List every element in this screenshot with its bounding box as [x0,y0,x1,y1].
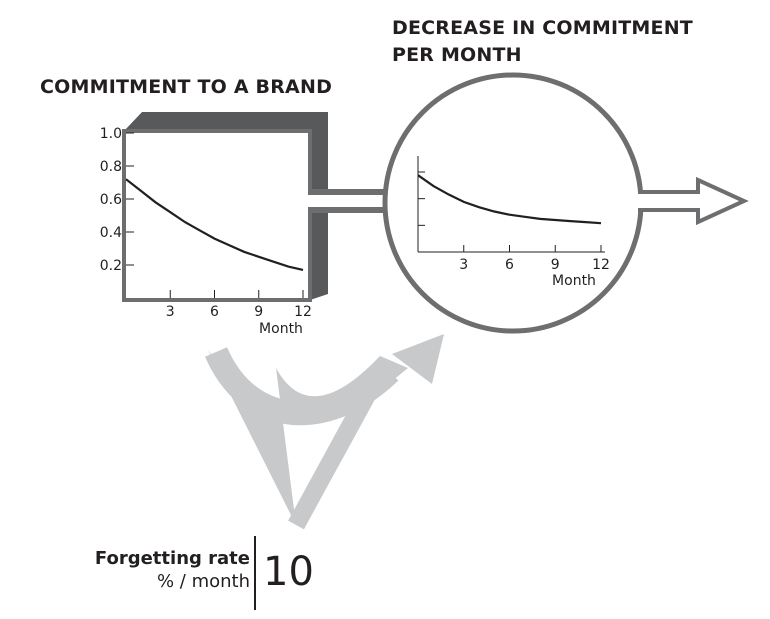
flow-x-tick-label: 3 [459,257,468,273]
outflow-arrow [638,176,749,226]
feedback-arrow-head [392,334,444,384]
stock-x-axis-label: Month [259,321,303,337]
forgetting-rate-label: Forgetting rate % / month [95,548,250,592]
flow-pipe-bg [310,190,390,212]
stock-x-tick-label: 12 [294,304,312,320]
stock-x-tick-label: 9 [254,304,263,320]
flow-x-tick-label: 12 [592,257,610,273]
forgetting-rate-title: Forgetting rate [94,548,250,569]
flow-circle [382,72,644,334]
flow-series-line [417,174,602,225]
flow-x-tick-label: 6 [505,257,514,273]
flow-x-tick-label: 9 [551,257,560,273]
stock-y-tick-label: 0.2 [100,258,122,274]
stock-y-tick-label: 0.8 [100,159,122,175]
stock-y-tick-label: 0.4 [100,225,122,241]
stock-y-tick-label: 1.0 [100,126,122,142]
forgetting-rate-divider [254,536,256,610]
flow-x-axis-label: Month [552,273,596,289]
stock-x-tick-label: 6 [210,304,219,320]
flow-pipe-cover [306,195,326,207]
flow-title-line1: DECREASE IN COMMITMENT [392,17,693,39]
flow-title-line2: PER MONTH [392,44,522,66]
feedback-arrow-shaft [288,381,380,530]
stock-x-tick-label: 3 [166,304,175,320]
forgetting-rate-value: 10 [263,549,314,595]
stock-title: COMMITMENT TO A BRAND [40,76,333,98]
forgetting-rate-unit: % / month [156,571,250,592]
flow-title: DECREASE IN COMMITMENT PER MONTH [392,15,693,69]
stock-y-tick-label: 0.6 [100,192,122,208]
stock-box [122,129,312,302]
stock-series-line [125,178,304,271]
